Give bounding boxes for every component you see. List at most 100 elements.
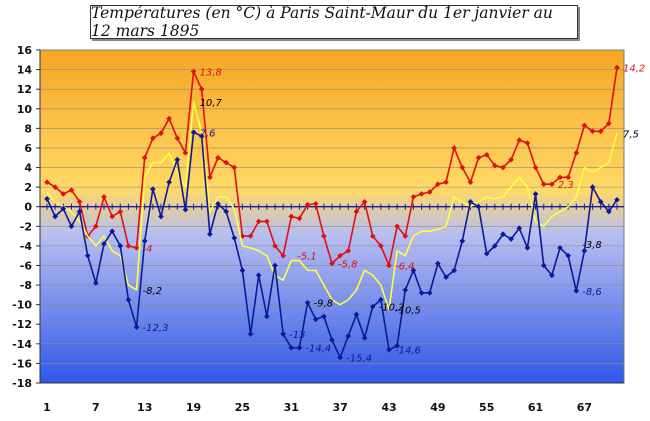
data-point-max (76, 198, 83, 205)
data-point-max (467, 179, 474, 186)
data-point-max (549, 181, 555, 188)
data-label: -4 (143, 244, 153, 255)
data-point-max (255, 218, 262, 225)
data-point-min (93, 280, 99, 286)
data-point-max (166, 115, 172, 122)
data-point-min (101, 241, 107, 247)
data-point-min (255, 272, 262, 279)
data-point-min (141, 238, 148, 244)
data-label: -14,4 (305, 344, 331, 355)
data-point-min (125, 296, 132, 303)
data-point-min (614, 197, 620, 203)
x-tick-label: 67 (577, 401, 592, 414)
data-point-max (133, 245, 140, 251)
data-point-max (321, 233, 327, 239)
data-label: -14,6 (395, 346, 421, 357)
x-tick-label: 55 (479, 401, 494, 414)
data-point-max (589, 128, 596, 135)
chart-title-text: Températures (en °C) à Paris Saint-Maur … (91, 4, 553, 40)
data-point-min (581, 247, 588, 254)
data-point-min (296, 344, 303, 351)
data-point-min (198, 133, 205, 140)
data-point-max (451, 145, 457, 151)
series-line-mean (46, 101, 618, 311)
data-point-min (573, 288, 580, 294)
y-tick-label: -12 (12, 318, 32, 331)
data-point-min (516, 225, 523, 232)
x-tick-label: 7 (92, 401, 100, 414)
data-point-max (141, 154, 148, 161)
data-point-max (516, 137, 523, 143)
data-point-min (475, 203, 482, 210)
data-point-max (312, 200, 319, 207)
data-point-max (426, 189, 433, 195)
data-label: -10,2 (379, 303, 405, 314)
data-point-max (557, 174, 563, 181)
data-point-min (329, 337, 335, 343)
y-tick-label: 14 (17, 64, 33, 77)
data-label: -9,8 (314, 299, 334, 310)
data-point-min (288, 344, 295, 351)
data-point-min (231, 235, 238, 241)
data-point-max (606, 120, 612, 127)
data-point-max (215, 154, 221, 161)
data-label: -5,1 (297, 252, 317, 263)
data-point-min (133, 324, 140, 331)
y-tick-label: -16 (12, 357, 32, 370)
data-label: 7,6 (200, 128, 216, 139)
data-point-max (500, 164, 506, 171)
data-point-max (532, 164, 539, 171)
data-label: -12,3 (143, 323, 169, 334)
data-point-max (540, 181, 547, 188)
data-point-min (467, 198, 474, 205)
data-point-min (492, 243, 498, 249)
data-point-max (435, 181, 441, 188)
data-point-max (410, 194, 417, 200)
data-point-max (614, 64, 620, 71)
y-tick-label: -14 (12, 338, 32, 351)
data-point-min (500, 231, 506, 237)
data-point-max (418, 191, 425, 197)
data-point-max (101, 194, 107, 200)
data-point-min (353, 311, 360, 318)
data-point-max (378, 243, 384, 249)
data-point-max (68, 187, 75, 193)
data-point-max (581, 122, 588, 129)
data-point-max (280, 252, 286, 259)
data-point-max (223, 159, 229, 166)
data-point-max (492, 162, 498, 169)
data-point-max (158, 130, 164, 137)
data-point-min (239, 267, 246, 274)
data-point-max (459, 164, 466, 171)
data-point-min (483, 250, 490, 257)
data-point-max (597, 128, 604, 135)
data-label: -10,5 (395, 306, 421, 317)
data-point-min (150, 186, 156, 192)
data-point-min (435, 260, 441, 267)
x-tick-label: 49 (430, 401, 445, 414)
data-point-max (483, 151, 490, 158)
data-point-max (93, 223, 99, 230)
data-point-max (296, 215, 303, 222)
data-point-min (247, 331, 254, 337)
data-point-max (264, 218, 270, 225)
data-point-max (386, 262, 392, 269)
data-label: -15,4 (346, 354, 372, 365)
data-point-max (117, 208, 124, 215)
data-point-min (182, 206, 189, 213)
x-tick-label: 19 (186, 401, 201, 414)
y-tick-label: 10 (17, 103, 33, 116)
data-point-min (345, 333, 352, 339)
y-tick-label: -18 (12, 377, 32, 390)
x-tick-label: 61 (528, 401, 543, 414)
data-point-min (597, 198, 604, 205)
data-point-min (369, 303, 376, 310)
data-point-min (589, 184, 596, 190)
data-point-max (443, 179, 449, 186)
data-label: -5,8 (338, 260, 358, 271)
data-point-max (109, 213, 115, 220)
data-point-min (68, 223, 75, 230)
data-point-min (418, 290, 425, 296)
data-point-max (369, 233, 376, 239)
